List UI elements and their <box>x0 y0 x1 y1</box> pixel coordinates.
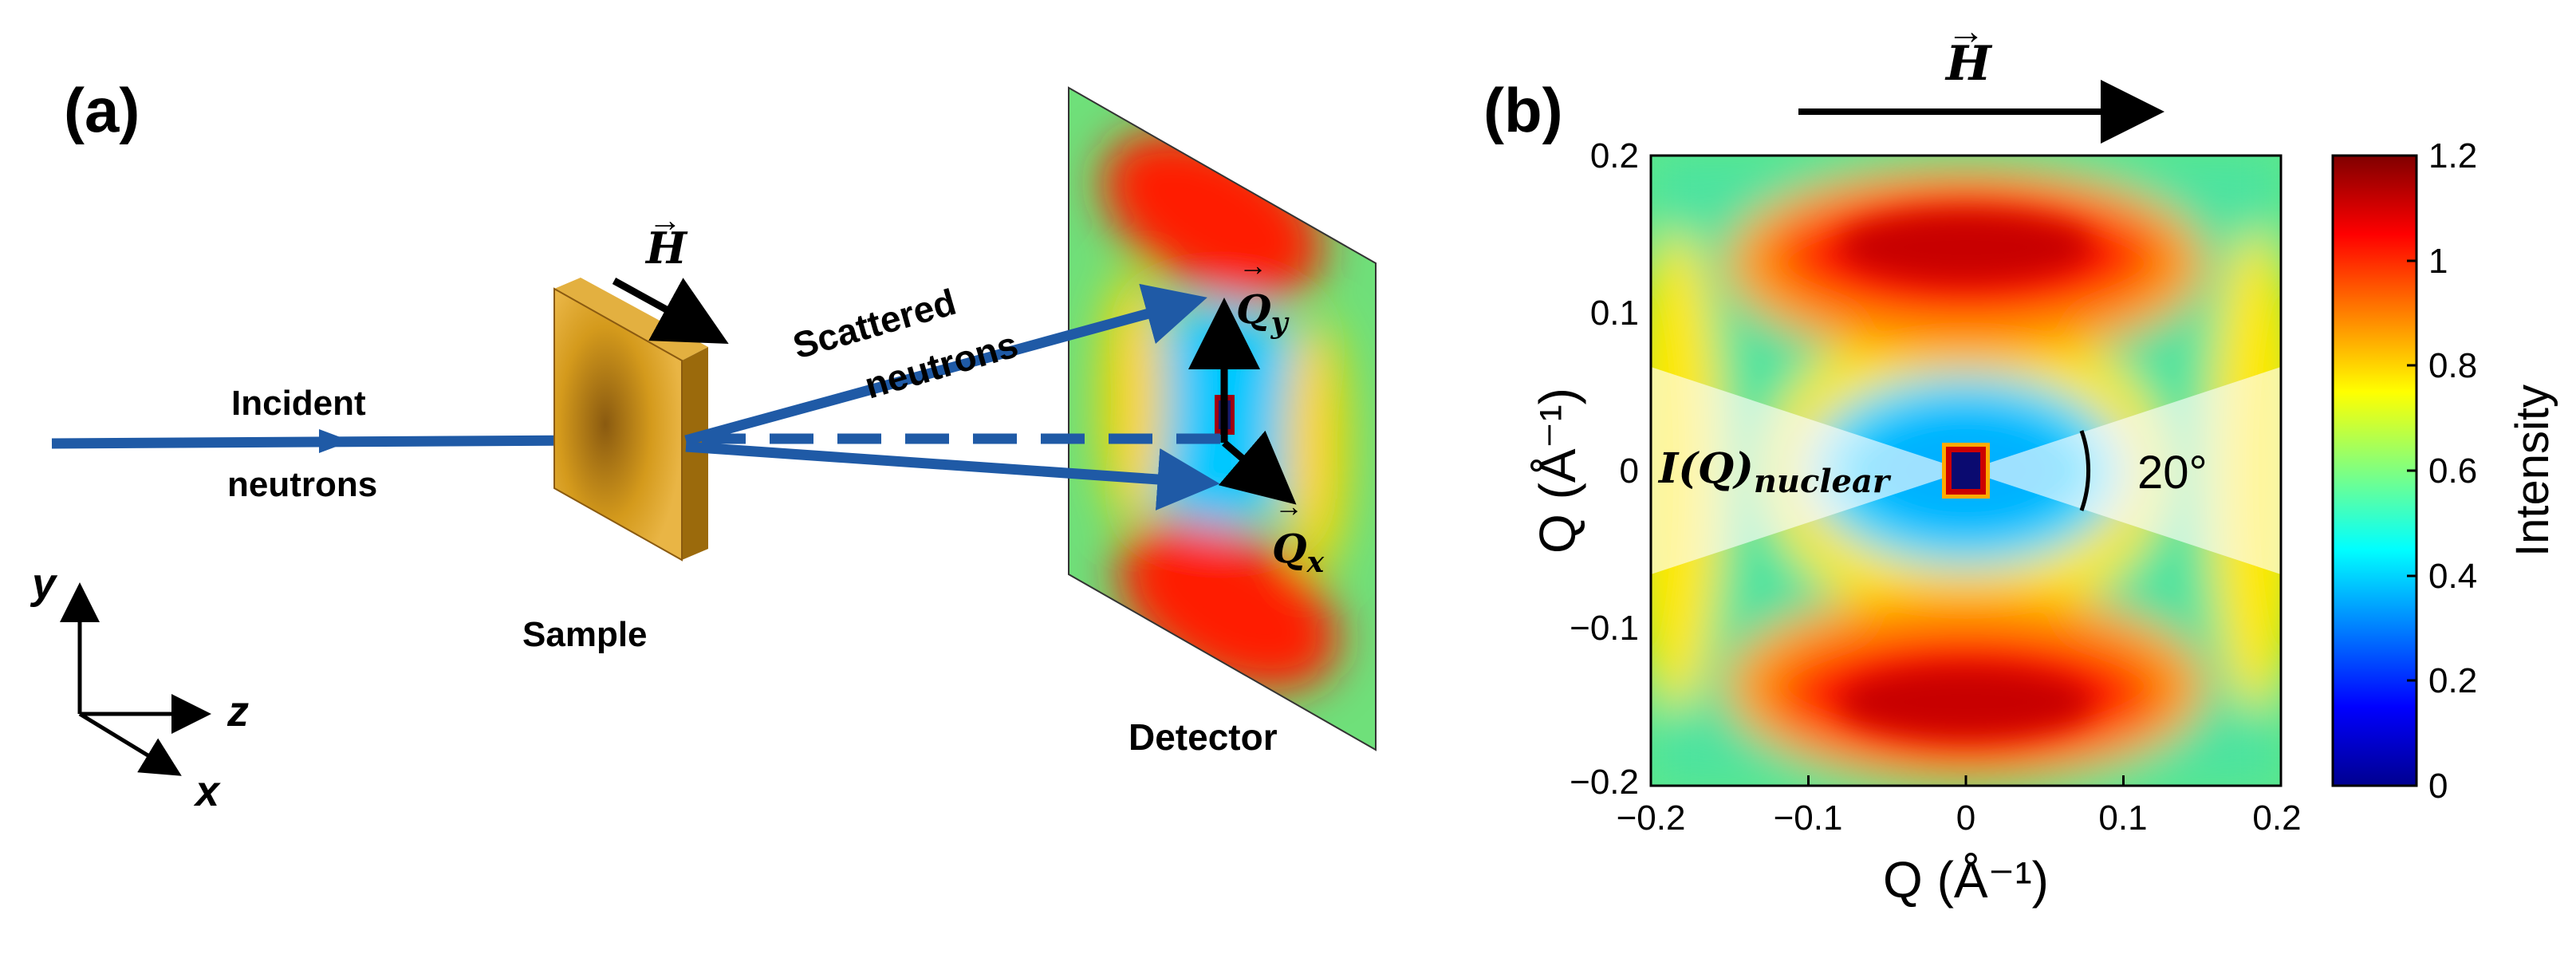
sample-label: Sample <box>522 615 648 654</box>
field-label-a: H <box>644 223 688 274</box>
panel-b-label: (b) <box>1483 75 1563 145</box>
colorbar-label: Intensity <box>2507 384 2558 557</box>
qx-label: Qx <box>1272 525 1325 579</box>
panel-a-label: (a) <box>64 75 140 145</box>
colorbar-tick-label: 1.2 <box>2428 136 2477 175</box>
field-vector-arrow-a: → <box>648 201 682 239</box>
colorbar-tick-label: 0.2 <box>2428 661 2477 700</box>
field-arrow-a <box>612 278 729 345</box>
angle-label: 20° <box>2137 447 2208 499</box>
sector-overlay-right <box>1966 367 2281 574</box>
scattered-beam-lower <box>685 441 1220 511</box>
colorbar-tick-label: 0.6 <box>2428 451 2477 491</box>
angle-arc <box>2079 430 2091 511</box>
y-tick-label: −0.1 <box>1570 609 1639 648</box>
qy-label: Qy <box>1236 286 1290 340</box>
nuclear-annotation: I(Q)nuclear <box>1657 444 1892 500</box>
qy-vector-arrow: → <box>1239 249 1267 282</box>
axis-y-label: y <box>30 560 58 608</box>
x-axis-label: Q (Å⁻¹) <box>1883 851 2049 909</box>
y-tick-label: 0 <box>1620 451 1639 491</box>
incident-label-2: neutrons <box>227 465 377 504</box>
colorbar-tick-label: 0.8 <box>2428 346 2477 385</box>
y-tick-label: −0.2 <box>1570 763 1639 802</box>
detector-label: Detector <box>1128 716 1278 758</box>
coordinate-axes <box>60 582 211 776</box>
colorbar-ticks <box>2407 154 2416 787</box>
incident-beam-arrowhead <box>319 429 351 453</box>
x-tick-label: −0.1 <box>1774 798 1843 838</box>
x-tick-label: 0.2 <box>2252 798 2301 838</box>
y-axis-label: Q (Å⁻¹) <box>1529 388 1586 554</box>
axis-z-label: z <box>226 688 249 735</box>
colorbar <box>2331 154 2418 787</box>
colorbar-tick-label: 1 <box>2428 242 2448 281</box>
field-label-b: H <box>1944 36 1993 92</box>
x-tick-label: −0.2 <box>1617 798 1686 838</box>
x-tick-label: 0 <box>1956 798 1975 838</box>
field-vector-arrow-b: → <box>1947 10 1985 53</box>
sector-overlay-left <box>1651 367 1966 574</box>
y-tick-label: 0.2 <box>1590 136 1639 175</box>
scattered-beam-upper <box>684 283 1207 446</box>
axis-x-label: x <box>193 767 221 815</box>
qx-vector-arrow: → <box>1274 490 1303 522</box>
colorbar-tick-label: 0.4 <box>2428 557 2477 596</box>
y-tick-label: 0.1 <box>1590 294 1639 333</box>
heatmap <box>1651 156 2281 786</box>
incident-label-1: Incident <box>231 384 366 423</box>
qx-vector <box>1218 430 1297 505</box>
x-tick-label: 0.1 <box>2098 798 2147 838</box>
colorbar-tick-label: 0 <box>2428 767 2448 806</box>
x-axis-ticks <box>1649 775 2283 786</box>
